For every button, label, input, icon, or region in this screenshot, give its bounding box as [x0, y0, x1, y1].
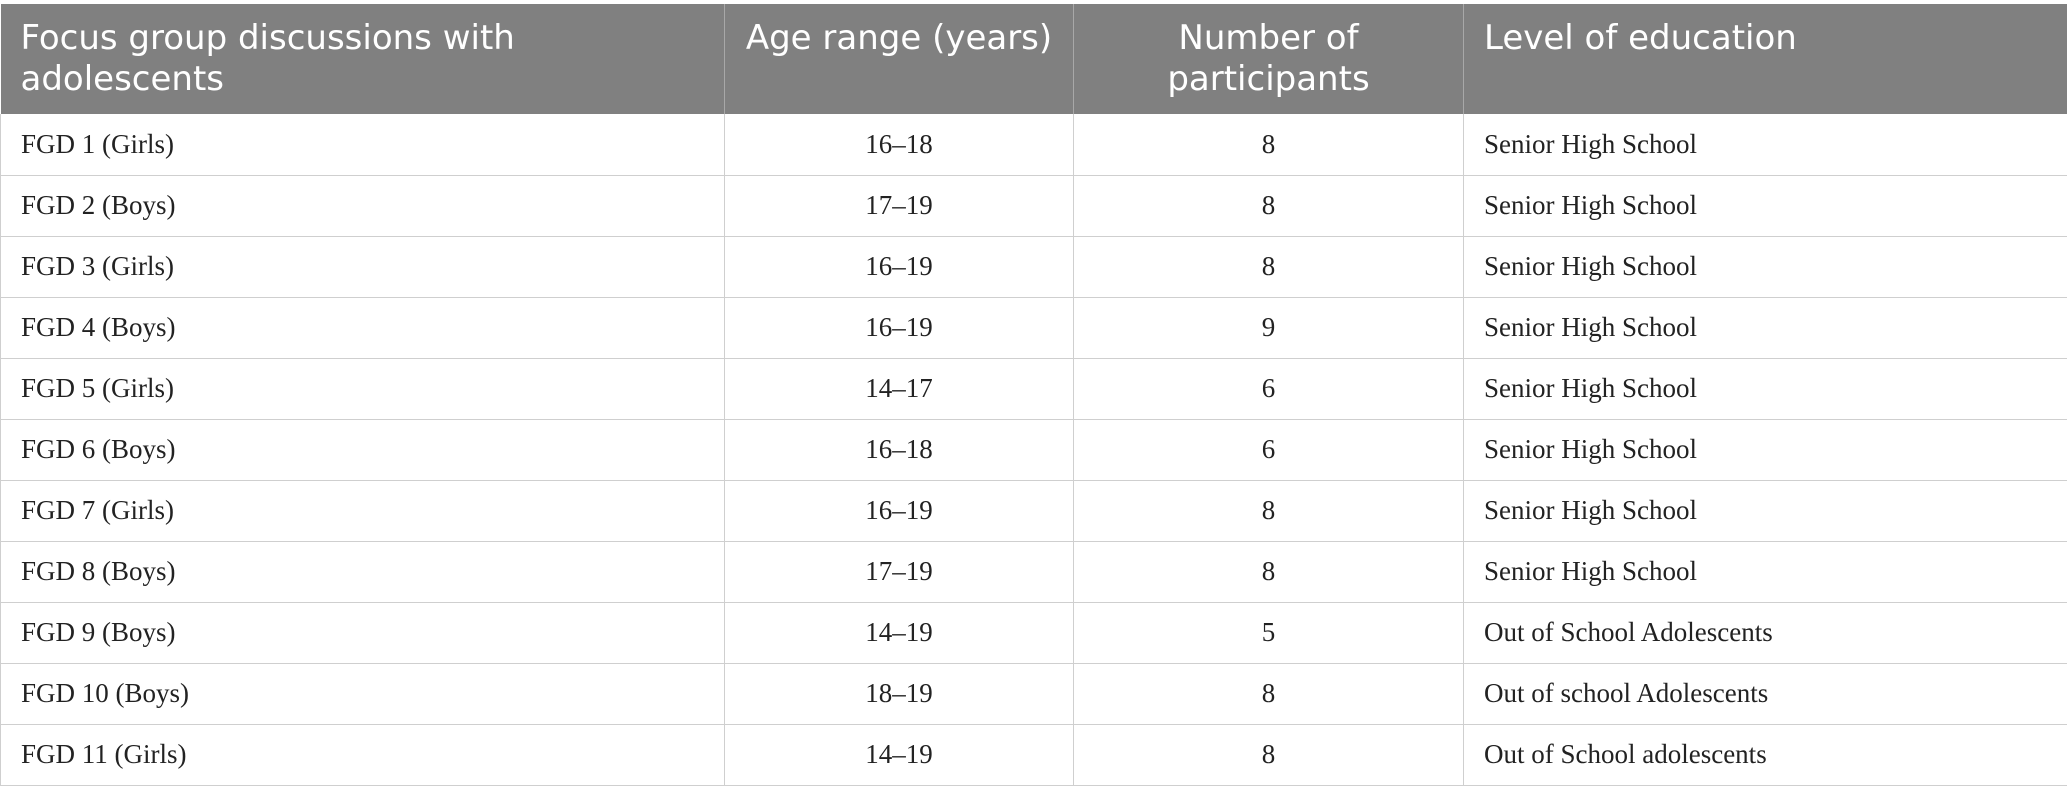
cell-participants: 6 — [1073, 358, 1464, 420]
table-row: FGD 8 (Boys) 17–19 8 Senior High School — [0, 541, 2067, 603]
cell-participants: 8 — [1073, 724, 1464, 786]
cell-focus-group: FGD 11 (Girls) — [0, 724, 725, 786]
cell-education-level: Senior High School — [1463, 236, 2067, 298]
table-row: FGD 5 (Girls) 14–17 6 Senior High School — [0, 358, 2067, 420]
table-row: FGD 7 (Girls) 16–19 8 Senior High School — [0, 480, 2067, 542]
cell-age-range: 17–19 — [724, 175, 1074, 237]
table-row: FGD 11 (Girls) 14–19 8 Out of School adoles… — [0, 724, 2067, 786]
cell-participants: 8 — [1073, 480, 1464, 542]
cell-participants: 5 — [1073, 602, 1464, 664]
cell-participants: 8 — [1073, 114, 1464, 176]
cell-education-level: Senior High School — [1463, 541, 2067, 603]
table-row: FGD 9 (Boys) 14–19 5 Out of School Adolesce… — [0, 602, 2067, 664]
table-header-row: Focus group discussions with adolescents… — [0, 4, 2067, 114]
table-row: FGD 4 (Boys) 16–19 9 Senior High School — [0, 297, 2067, 359]
cell-participants: 6 — [1073, 419, 1464, 481]
cell-education-level: Senior High School — [1463, 175, 2067, 237]
cell-focus-group: FGD 2 (Boys) — [0, 175, 725, 237]
cell-focus-group: FGD 6 (Boys) — [0, 419, 725, 481]
table-row: FGD 6 (Boys) 16–18 6 Senior High School — [0, 419, 2067, 481]
cell-age-range: 14–17 — [724, 358, 1074, 420]
cell-education-level: Senior High School — [1463, 358, 2067, 420]
table-row: FGD 10 (Boys) 18–19 8 Out of school Adolesc… — [0, 663, 2067, 725]
cell-education-level: Out of school Adolescents — [1463, 663, 2067, 725]
cell-participants: 9 — [1073, 297, 1464, 359]
table-row: FGD 1 (Girls) 16–18 8 Senior High School — [0, 114, 2067, 176]
cell-focus-group: FGD 10 (Boys) — [0, 663, 725, 725]
cell-age-range: 16–19 — [724, 480, 1074, 542]
cell-participants: 8 — [1073, 663, 1464, 725]
cell-focus-group: FGD 1 (Girls) — [0, 114, 725, 176]
cell-age-range: 14–19 — [724, 724, 1074, 786]
table-row: FGD 3 (Girls) 16–19 8 Senior High School — [0, 236, 2067, 298]
cell-education-level: Senior High School — [1463, 114, 2067, 176]
cell-focus-group: FGD 7 (Girls) — [0, 480, 725, 542]
table-body: FGD 1 (Girls) 16–18 8 Senior High School FGD… — [0, 114, 2067, 786]
cell-focus-group: FGD 4 (Boys) — [0, 297, 725, 359]
cell-age-range: 16–19 — [724, 297, 1074, 359]
table-row: FGD 2 (Boys) 17–19 8 Senior High School — [0, 175, 2067, 237]
cell-age-range: 18–19 — [724, 663, 1074, 725]
cell-education-level: Senior High School — [1463, 297, 2067, 359]
cell-age-range: 14–19 — [724, 602, 1074, 664]
header-number-of-participants: Number of participants — [1073, 4, 1464, 114]
cell-focus-group: FGD 8 (Boys) — [0, 541, 725, 603]
cell-age-range: 16–18 — [724, 114, 1074, 176]
header-age-range: Age range (years) — [724, 4, 1074, 114]
cell-age-range: 17–19 — [724, 541, 1074, 603]
participants-table: Focus group discussions with adolescents… — [0, 4, 2067, 786]
cell-focus-group: FGD 5 (Girls) — [0, 358, 725, 420]
header-focus-group: Focus group discussions with adolescents — [0, 4, 725, 114]
cell-age-range: 16–19 — [724, 236, 1074, 298]
cell-focus-group: FGD 3 (Girls) — [0, 236, 725, 298]
cell-participants: 8 — [1073, 175, 1464, 237]
cell-education-level: Senior High School — [1463, 419, 2067, 481]
cell-education-level: Out of School Adolescents — [1463, 602, 2067, 664]
cell-age-range: 16–18 — [724, 419, 1074, 481]
cell-focus-group: FGD 9 (Boys) — [0, 602, 725, 664]
header-level-of-education: Level of education — [1463, 4, 2067, 114]
cell-education-level: Out of School adolescents — [1463, 724, 2067, 786]
cell-participants: 8 — [1073, 236, 1464, 298]
cell-education-level: Senior High School — [1463, 480, 2067, 542]
cell-participants: 8 — [1073, 541, 1464, 603]
